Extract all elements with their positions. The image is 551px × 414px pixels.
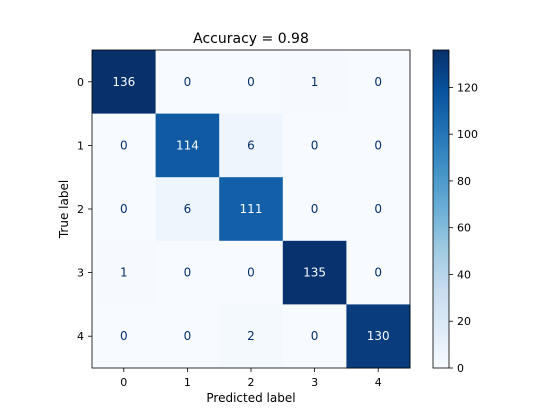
cell-value-2-4: 0 (374, 202, 382, 216)
cell-value-1-3: 0 (311, 138, 319, 152)
heatmap-cell-0-0 (92, 50, 157, 115)
heatmap-cells (92, 50, 411, 369)
y-tick-label: 2 (77, 203, 84, 216)
cell-value-2-0: 0 (120, 202, 128, 216)
y-tick-label: 3 (77, 267, 84, 280)
cell-value-3-3: 135 (303, 266, 326, 280)
y-tick-label: 4 (77, 330, 84, 343)
colorbar-tick-label: 60 (457, 222, 471, 235)
x-axis-ticks: 0 1 2 3 4 (120, 368, 382, 389)
cell-value-0-2: 0 (247, 75, 255, 89)
heatmap-cell-2-3 (282, 177, 347, 242)
cell-value-2-2: 111 (240, 202, 263, 216)
heatmap-cell-3-0 (92, 240, 157, 305)
colorbar-tick-label: 120 (457, 81, 478, 94)
heatmap-cell-3-1 (155, 240, 220, 305)
heatmap-cell-1-0 (92, 113, 157, 178)
heatmap-cell-4-3 (282, 304, 347, 369)
heatmap-cell-2-4 (346, 177, 411, 242)
y-axis-ticks: 0 1 2 3 4 (77, 76, 92, 343)
cell-value-1-2: 6 (247, 138, 255, 152)
x-tick-label: 4 (375, 376, 382, 389)
heatmap-cell-0-1 (155, 50, 220, 115)
heatmap-cell-4-4 (346, 304, 411, 369)
x-tick-label: 1 (184, 376, 191, 389)
cell-value-4-3: 0 (311, 329, 319, 343)
colorbar-ticks: 0 20 40 60 80 100 120 (449, 81, 478, 375)
cell-value-4-1: 0 (184, 329, 192, 343)
cell-value-2-1: 6 (184, 202, 192, 216)
cell-value-3-2: 0 (247, 266, 255, 280)
cell-value-0-3: 1 (311, 75, 319, 89)
colorbar (432, 49, 450, 369)
colorbar-tick-label: 40 (457, 268, 471, 281)
cell-value-0-0: 136 (112, 75, 135, 89)
cell-value-4-0: 0 (120, 329, 128, 343)
heatmap-cell-1-2 (219, 113, 284, 178)
cell-value-3-1: 0 (184, 266, 192, 280)
heatmap-cell-1-3 (282, 113, 347, 178)
x-axis-label: Predicted label (206, 391, 295, 405)
heatmap-cell-1-1 (155, 113, 220, 178)
cell-value-0-4: 0 (374, 75, 382, 89)
heatmap-cell-labels: 136 0 0 1 0 0 114 6 0 0 0 6 111 0 0 1 0 0 135 0 0 0 2 0 130 (112, 75, 389, 343)
heatmap-cell-2-1 (155, 177, 220, 242)
heatmap-cell-0-3 (282, 50, 347, 115)
heatmap-cell-3-2 (219, 240, 284, 305)
colorbar-tick-label: 20 (457, 315, 471, 328)
heatmap-cell-3-4 (346, 240, 411, 305)
x-tick-label: 3 (311, 376, 318, 389)
cell-value-1-4: 0 (374, 138, 382, 152)
heatmap-cell-2-0 (92, 177, 157, 242)
x-tick-label: 0 (120, 376, 127, 389)
cell-value-4-4: 130 (367, 329, 390, 343)
heatmap-cell-2-2 (219, 177, 284, 242)
y-tick-label: 0 (77, 76, 84, 89)
heatmap-cell-3-3 (282, 240, 347, 305)
heatmap-cell-4-0 (92, 304, 157, 369)
chart-title: Accuracy = 0.98 (193, 31, 309, 47)
heatmap-cell-4-1 (155, 304, 220, 369)
cell-value-3-4: 0 (374, 266, 382, 280)
colorbar-tick-label: 0 (457, 362, 464, 375)
heatmap-cell-4-2 (219, 304, 284, 369)
heatmap-cell-0-4 (346, 50, 411, 115)
cell-value-3-0: 1 (120, 266, 128, 280)
y-axis-label: True label (57, 180, 71, 239)
cell-value-0-1: 0 (184, 75, 192, 89)
cell-value-1-1: 114 (176, 138, 199, 152)
cell-value-4-2: 2 (247, 329, 255, 343)
heatmap-cell-0-2 (219, 50, 284, 115)
heatmap-cell-1-4 (346, 113, 411, 178)
x-tick-label: 2 (248, 376, 255, 389)
y-tick-label: 1 (77, 139, 84, 152)
colorbar-tick-label: 80 (457, 175, 471, 188)
cell-value-2-3: 0 (311, 202, 319, 216)
cell-value-1-0: 0 (120, 138, 128, 152)
colorbar-tick-label: 100 (457, 128, 478, 141)
